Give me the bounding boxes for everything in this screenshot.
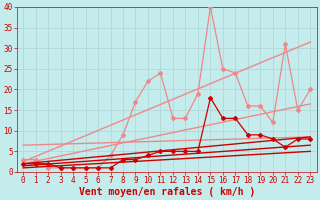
X-axis label: Vent moyen/en rafales ( km/h ): Vent moyen/en rafales ( km/h ) xyxy=(79,187,255,197)
